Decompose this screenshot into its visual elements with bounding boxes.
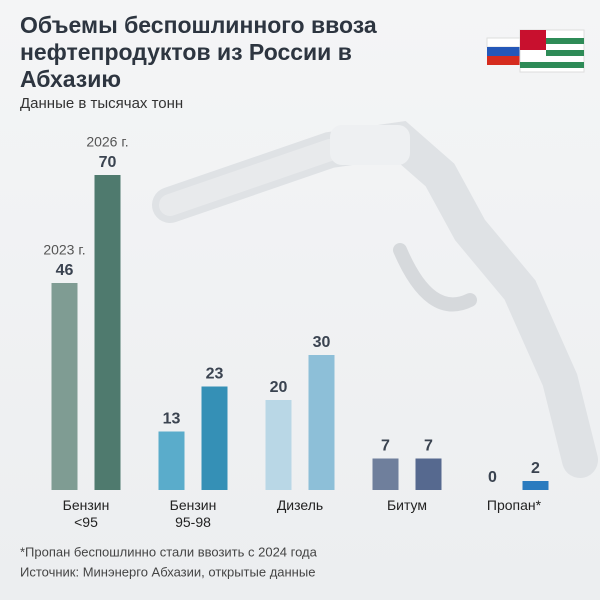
- value-label: 46: [56, 262, 74, 279]
- value-label: 2: [531, 460, 540, 477]
- bar: [415, 458, 442, 490]
- bar: [522, 481, 549, 490]
- value-label: 23: [206, 366, 224, 383]
- nozzle-illustration: [152, 121, 598, 478]
- bar: [158, 431, 185, 490]
- subtitle: Данные в тысячах тонн: [20, 95, 183, 112]
- bar: [265, 400, 292, 490]
- bar: [201, 386, 228, 490]
- bar: [372, 458, 399, 490]
- footnote: *Пропан беспошлинно стали ввозить с 2024…: [20, 544, 318, 559]
- value-label: 7: [381, 438, 390, 455]
- value-label: 70: [99, 154, 117, 171]
- series-label: 2023 г.: [43, 242, 85, 258]
- source: Источник: Минэнерго Абхазии, открытые да…: [20, 564, 315, 579]
- category-label: Дизель: [276, 497, 324, 513]
- category-label: Битум: [386, 497, 428, 513]
- category-label: Бензин 95-98: [169, 497, 217, 530]
- value-label: 7: [424, 438, 433, 455]
- value-label: 20: [270, 379, 288, 396]
- bar: [94, 175, 121, 490]
- value-label: 13: [163, 411, 181, 428]
- value-label: 30: [313, 334, 331, 351]
- category-label: Пропан*: [486, 497, 542, 513]
- bar: [308, 355, 335, 490]
- title: Объемы беспошлинного ввоза нефтепродукто…: [20, 12, 377, 92]
- series-label: 2026 г.: [86, 134, 128, 150]
- value-label: 0: [488, 469, 497, 486]
- flags: [486, 29, 585, 73]
- bar: [51, 283, 78, 490]
- category-label: Бензин <95: [62, 497, 110, 530]
